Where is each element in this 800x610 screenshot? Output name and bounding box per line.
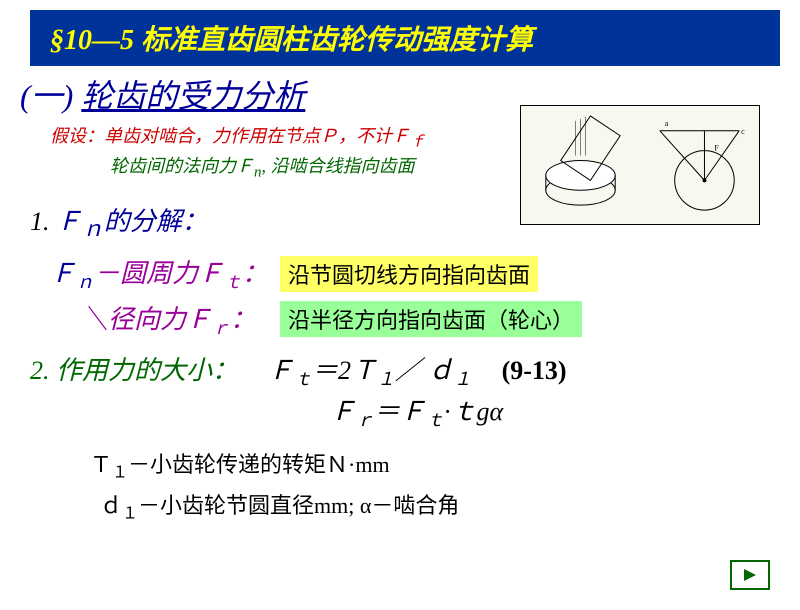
note-t1: Ｔ１－小齿轮传递的转矩Ｎ·mm [90,447,800,482]
formula1-sub3: １ [454,369,472,389]
section1-sub: ｎ [82,217,104,241]
page-title: §10—5 标准直齿圆柱齿轮传动强度计算 [30,10,780,66]
note2-symbol: ｄ [100,493,122,518]
fn-decomposition: Ｆｎ－圆周力Ｆｔ： 沿节圆切线方向指向齿面 ＼径向力Ｆｒ： 沿半径方向指向齿面（… [50,253,800,339]
formula-fr: Ｆｒ＝Ｆｔ·ｔgα [330,391,800,432]
formula1-mid: ＝2Ｔ [312,356,377,385]
section2-text: 作用力的大小： [56,356,238,385]
fr-text: ＼径向力Ｆ [82,305,212,334]
note1-symbol: Ｔ [90,452,112,477]
gear-diagram: a c F [520,105,760,225]
section-2-row: 2. 作用力的大小： Ｆｔ＝2Ｔ１／ ｄ１ (9-13) [30,350,800,391]
section2-num: 2. [30,356,56,385]
subtitle-text: 轮齿的受力分析 [81,78,305,114]
assumption-line2-sub: n [254,164,262,180]
subtitle-prefix: (一) [20,78,81,114]
assumption-line2-text: 轮齿间的法向力Ｆ [110,156,254,176]
formula1-sub2: １ [377,369,395,389]
fr-label: ＼径向力Ｆｒ： [50,299,280,340]
formula1-mid2: ／ ｄ [395,356,454,385]
fr-row: ＼径向力Ｆｒ： 沿半径方向指向齿面（轮心） [50,299,800,340]
formula2-sub1: ｒ [356,410,374,430]
formula2-sub2: ｔ [426,410,444,430]
formula2-suffix: ·ｔgα [444,397,503,426]
next-button[interactable] [730,560,770,590]
fr-sub: ｒ [212,318,230,338]
assumption-line1-sub: ｆ [410,135,425,151]
section1-suffix: 的分解： [104,207,208,236]
note2-sub: １ [122,505,138,522]
note-d1: ｄ１－小齿轮节圆直径mm; α－啮合角 [100,488,800,523]
svg-text:c: c [741,127,745,136]
fn-sub: ｎ [76,273,94,293]
formula1-sub1: ｔ [294,369,312,389]
formula-ft: Ｆｔ＝2Ｔ１／ ｄ１ [268,350,472,391]
ft-colon: ： [242,259,268,288]
ft-sub: ｔ [224,273,242,293]
next-arrow-icon [740,565,760,585]
formula-reference: (9-13) [502,356,567,386]
formula1-f: Ｆ [268,356,294,385]
assumption-line2-suffix: , 沿啮合线指向齿面 [262,156,415,176]
section-2-heading: 2. 作用力的大小： [30,350,238,387]
ft-label: Ｆｎ－圆周力Ｆｔ： [50,253,280,294]
section1-num: 1. [30,207,56,236]
ft-text: －圆周力Ｆ [94,259,224,288]
fr-description: 沿半径方向指向齿面（轮心） [280,301,582,337]
ft-row: Ｆｎ－圆周力Ｆｔ： 沿节圆切线方向指向齿面 [50,253,800,294]
note1-text: －小齿轮传递的转矩Ｎ·mm [128,452,390,477]
section1-fn: Ｆ [56,207,82,236]
note1-sub: １ [112,465,128,482]
svg-text:F: F [714,144,719,153]
note2-text: －小齿轮节圆直径mm; α－啮合角 [138,493,459,518]
svg-text:a: a [665,119,669,128]
assumption-line1-text: 假设：单齿对啮合，力作用在节点Ｐ，不计Ｆ [50,126,410,146]
fr-colon: ： [230,305,256,334]
fn-symbol: Ｆ [50,259,76,288]
formula2-f: Ｆ [330,397,356,426]
ft-description: 沿节圆切线方向指向齿面 [280,256,538,292]
formula2-mid: ＝Ｆ [374,397,426,426]
gear-diagram-svg: a c F [521,106,759,225]
